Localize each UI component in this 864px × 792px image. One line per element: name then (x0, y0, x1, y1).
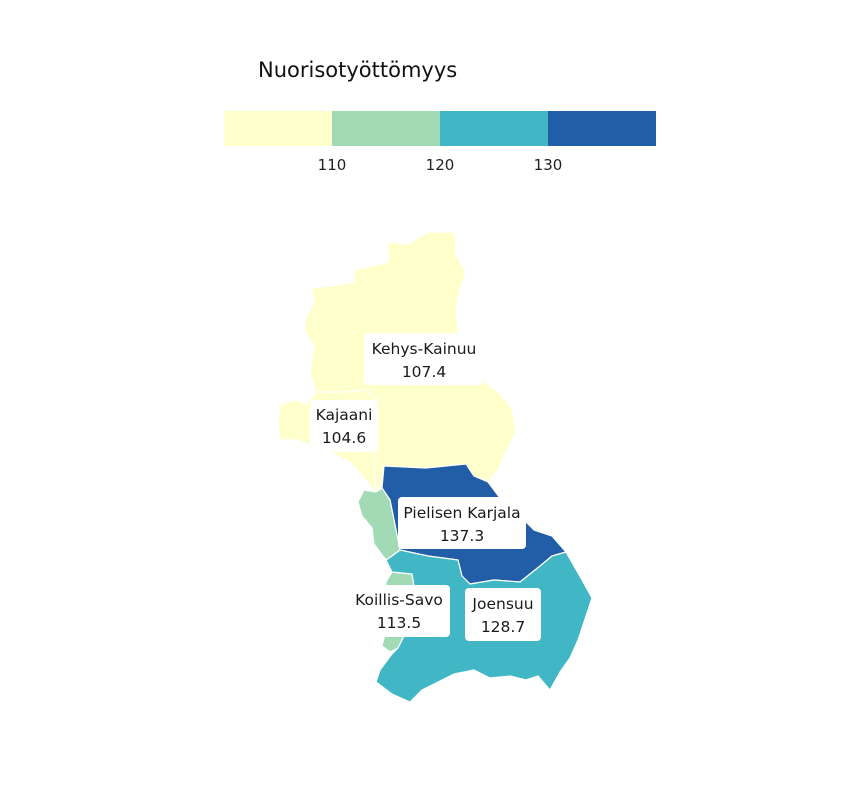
label-box (348, 585, 450, 637)
region-name: Pielisen Karjala (403, 504, 520, 522)
legend-swatch-2 (332, 111, 440, 146)
label-box (310, 400, 378, 452)
legend-swatch-1 (224, 111, 332, 146)
label-joensuu: Joensuu 128.7 (465, 588, 541, 641)
region-name: Kehys-Kainuu (372, 340, 477, 358)
label-box (364, 333, 484, 385)
label-kehys-kainuu: Kehys-Kainuu 107.4 (364, 333, 484, 385)
region-name: Kajaani (316, 406, 373, 424)
region-value: 107.4 (402, 363, 446, 381)
region-value: 137.3 (440, 527, 484, 545)
legend-break-110: 110 (318, 156, 347, 174)
legend-swatch-3 (440, 111, 548, 146)
label-pielisen-karjala: Pielisen Karjala 137.3 (398, 497, 526, 549)
region-value: 113.5 (377, 614, 421, 632)
region-name: Koillis-Savo (355, 591, 443, 609)
legend-break-120: 120 (426, 156, 455, 174)
legend-break-130: 130 (534, 156, 563, 174)
legend-swatch-4 (548, 111, 656, 146)
legend: Nuorisotyöttömyys 110 120 130 (224, 58, 656, 174)
label-box (398, 497, 526, 549)
label-kajaani: Kajaani 104.6 (310, 400, 378, 452)
label-box (465, 588, 541, 641)
legend-title: Nuorisotyöttömyys (258, 58, 457, 82)
region-name: Joensuu (471, 595, 533, 613)
region-value: 104.6 (322, 429, 366, 447)
label-koillis-savo: Koillis-Savo 113.5 (348, 585, 450, 637)
region-labels: Kehys-Kainuu 107.4 Kajaani 104.6 Pielise… (310, 333, 541, 641)
region-value: 128.7 (481, 618, 525, 636)
